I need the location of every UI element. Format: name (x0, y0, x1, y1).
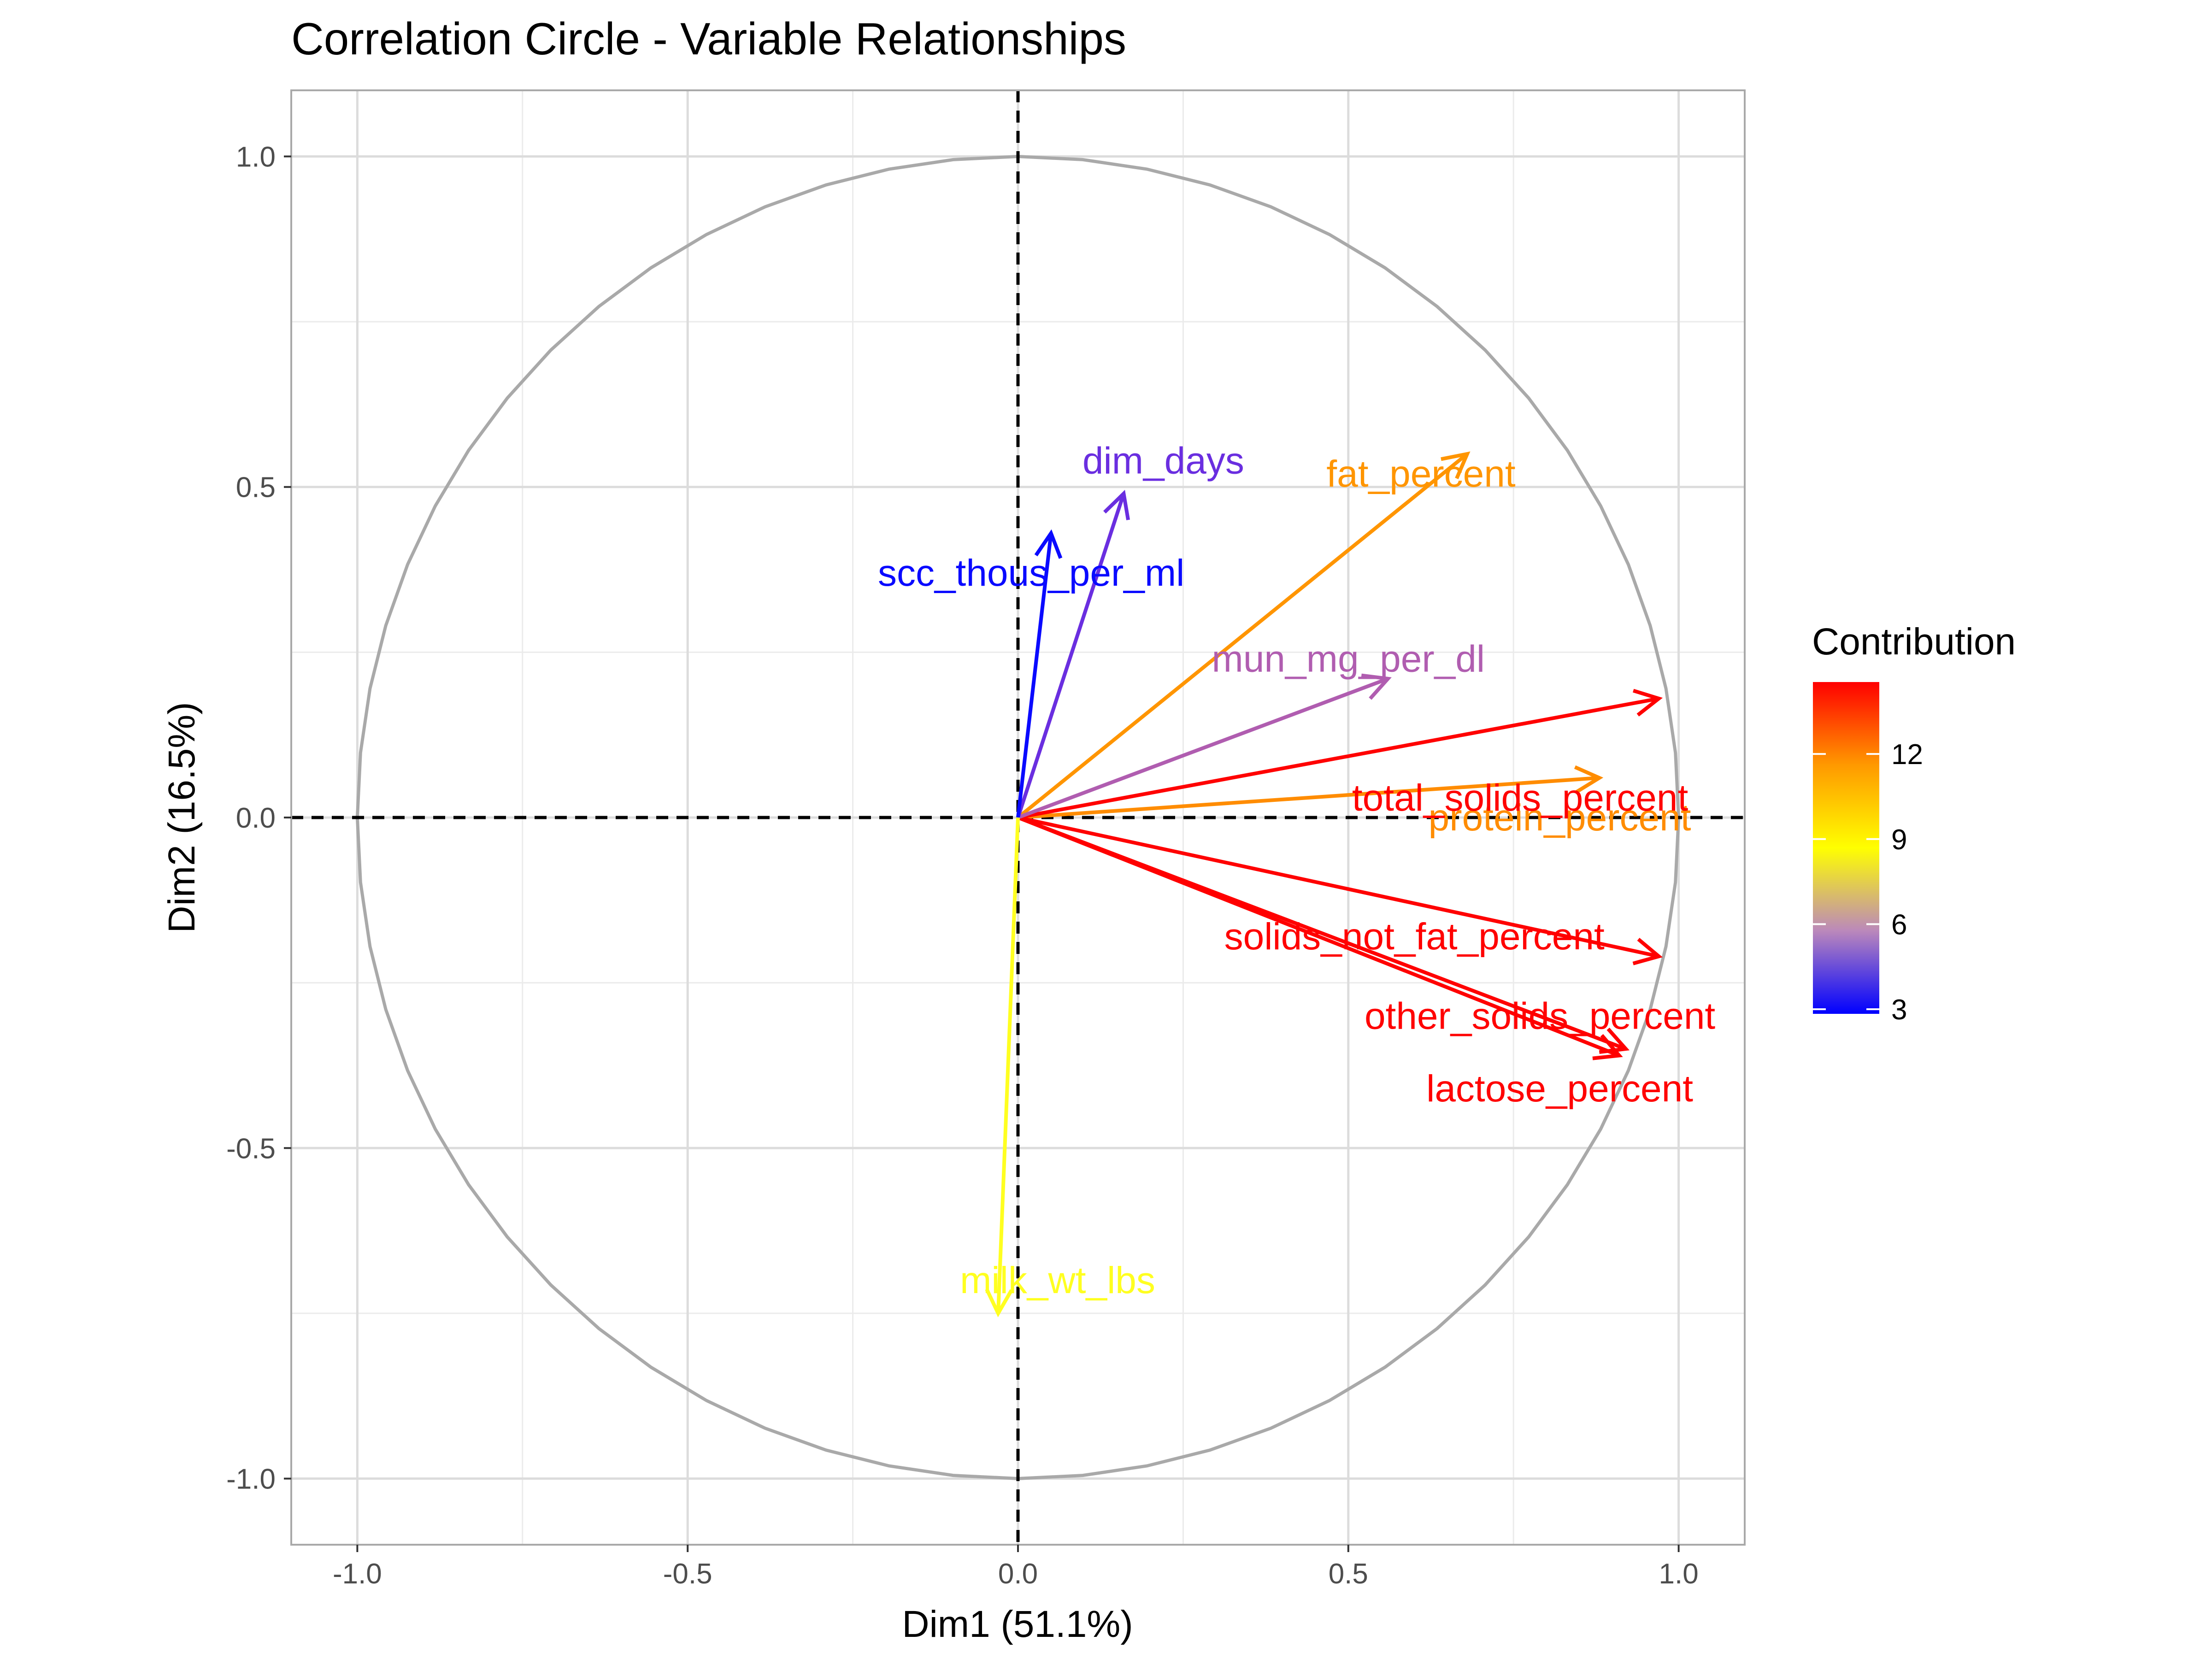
y-tick-label: 1.0 (236, 141, 276, 173)
arrow-shaft-mun_mg_per_dl (1017, 677, 1389, 819)
x-tick-label: -0.5 (663, 1558, 712, 1590)
y-tick-label: 0.5 (236, 472, 276, 504)
arrow-shaft-scc_thous_per_ml (1016, 533, 1053, 818)
x-tick-label: 0.5 (1329, 1558, 1368, 1590)
variable-label-scc_thous_per_ml: scc_thous_per_ml (878, 552, 1184, 594)
y-tick-label: -1.0 (226, 1464, 276, 1495)
legend-ticks: 3 6 9 12 (1813, 739, 1923, 1026)
arrow-head-dim_days (1103, 489, 1130, 520)
variable-label-dim_days: dim_days (1082, 440, 1244, 482)
arrow-shaft-protein_percent (1018, 776, 1600, 819)
variable-label-total_solids_percent: total_solids_percent (1352, 777, 1688, 819)
chart-title: Correlation Circle - Variable Relationsh… (291, 13, 1126, 64)
legend-tick-label: 9 (1891, 824, 1907, 856)
arrow-head-scc_thous_per_ml (1034, 529, 1063, 559)
legend-title: Contribution (1812, 621, 2016, 663)
arrow-shaft-milk_wt_lbs (996, 817, 1020, 1314)
arrow-shaft-lactose_percent (1017, 816, 1620, 1058)
contribution-legend: Contribution 3 6 9 12 (1812, 621, 2016, 1026)
y-tick-label: -0.5 (226, 1133, 276, 1165)
plot-panel: fat_percent protein_percenttotal_solids_p… (290, 89, 1746, 1546)
y-axis-ticks: -1.0 -0.5 0.0 0.5 1.0 (226, 141, 291, 1495)
y-axis-title: Dim2 (16.5%) (161, 702, 203, 933)
arrow-head-fat_percent (1441, 451, 1471, 479)
variable-labels: fat_percent protein_percenttotal_solids_p… (878, 440, 1715, 1301)
arrow-head-mun_mg_per_dl (1361, 673, 1392, 700)
legend-tick-label: 6 (1891, 909, 1907, 941)
arrow-head-lactose_percent (1592, 1034, 1623, 1060)
x-tick-label: 1.0 (1659, 1558, 1699, 1590)
arrow-head-milk_wt_lbs (985, 1288, 1013, 1318)
variable-label-fat_percent: fat_percent (1326, 453, 1515, 495)
arrow-shaft-fat_percent (1017, 452, 1469, 819)
x-tick-label: 0.0 (998, 1558, 1038, 1590)
x-axis-title: Dim1 (51.1%) (902, 1603, 1133, 1645)
arrow-shaft-dim_days (1016, 493, 1126, 818)
legend-colorbar (1813, 682, 1879, 1014)
variable-label-other_solids_percent: other_solids_percent (1365, 995, 1715, 1037)
variable-label-mun_mg_per_dl: mun_mg_per_dl (1212, 638, 1485, 680)
arrow-shaft-total_solids_percent (1018, 696, 1659, 819)
legend-tick-label: 12 (1891, 739, 1923, 771)
legend-tick-label: 3 (1891, 994, 1907, 1026)
variable-label-protein_percent: protein_percent (1429, 797, 1691, 839)
x-tick-label: -1.0 (333, 1558, 382, 1590)
arrow-head-solids_not_fat_percent (1632, 937, 1663, 965)
variable-arrows (985, 451, 1663, 1318)
y-tick-label: 0.0 (236, 802, 276, 834)
variable-label-lactose_percent: lactose_percent (1426, 1068, 1693, 1110)
x-axis-ticks: -1.0 -0.5 0.0 0.5 1.0 (333, 1545, 1699, 1590)
variable-label-milk_wt_lbs: milk_wt_lbs (960, 1259, 1155, 1301)
arrow-shaft-solids_not_fat_percent (1018, 816, 1659, 959)
variable-label-solids_not_fat_percent: solids_not_fat_percent (1224, 916, 1605, 958)
arrow-head-total_solids_percent (1633, 688, 1663, 717)
arrow-head-protein_percent (1574, 765, 1604, 794)
